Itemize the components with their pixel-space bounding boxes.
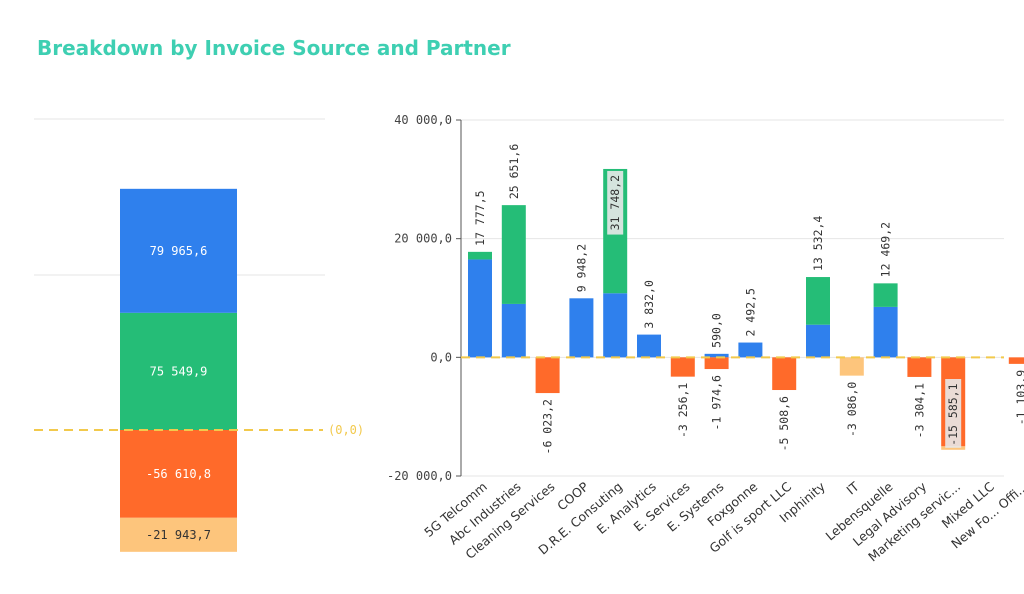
bar-segment[interactable] bbox=[941, 446, 966, 450]
summary-segment[interactable] bbox=[120, 517, 237, 552]
value-label: 13 532,4 bbox=[811, 216, 825, 271]
bar-segment[interactable] bbox=[468, 251, 492, 260]
bar-segment[interactable] bbox=[806, 324, 830, 358]
value-label-bg bbox=[945, 379, 962, 448]
value-label: -3 086,0 bbox=[845, 382, 859, 437]
value-label: -3 304,1 bbox=[912, 383, 926, 438]
summary-segment-label: -56 610,8 bbox=[146, 467, 211, 481]
value-label: -1 103,9 bbox=[1014, 370, 1024, 425]
bar-segment[interactable] bbox=[1008, 357, 1024, 364]
bar-segment[interactable] bbox=[569, 298, 594, 358]
bar-segment[interactable] bbox=[839, 357, 864, 376]
bar-segment[interactable] bbox=[501, 303, 526, 358]
value-label: -1 974,6 bbox=[710, 375, 724, 430]
bar-segment[interactable] bbox=[772, 357, 797, 391]
value-label: 9 948,2 bbox=[574, 244, 588, 292]
bar-segment[interactable] bbox=[603, 293, 628, 358]
value-label: 25 651,6 bbox=[507, 144, 521, 199]
bar-segment[interactable] bbox=[806, 277, 830, 325]
value-label: 590,0 bbox=[710, 313, 724, 348]
value-label-bg bbox=[607, 170, 624, 235]
bar-segment[interactable] bbox=[535, 357, 560, 394]
y-tick-label: 40 000,0 bbox=[394, 113, 452, 127]
bar-segment[interactable] bbox=[501, 205, 526, 304]
x-category-label: IT bbox=[843, 479, 862, 498]
y-tick-label: -20 000,0 bbox=[387, 469, 452, 483]
value-label: 2 492,5 bbox=[743, 288, 757, 336]
bar-segment[interactable] bbox=[637, 334, 661, 358]
summary-segment[interactable] bbox=[120, 188, 237, 313]
bar-segment[interactable] bbox=[873, 306, 898, 358]
value-label: -3 256,1 bbox=[676, 383, 690, 438]
bar-segment[interactable] bbox=[873, 283, 898, 307]
summary-segment[interactable] bbox=[120, 312, 237, 430]
summary-segment[interactable] bbox=[120, 430, 237, 518]
chart-title: Breakdown by Invoice Source and Partner bbox=[37, 36, 511, 60]
bar-segment[interactable] bbox=[738, 342, 763, 358]
bar-segment[interactable] bbox=[907, 357, 932, 377]
summary-reference-label: (0,0) bbox=[328, 423, 364, 437]
value-label: 3 832,0 bbox=[642, 280, 656, 329]
summary-segment-label: -21 943,7 bbox=[146, 528, 211, 542]
value-label: 17 777,5 bbox=[473, 190, 487, 245]
value-label: -5 508,6 bbox=[777, 396, 791, 451]
summary-segment-label: 75 549,9 bbox=[150, 364, 208, 378]
bar-segment[interactable] bbox=[670, 357, 695, 377]
summary-segment-label: 79 965,6 bbox=[150, 244, 208, 258]
value-label: 31 748,2 bbox=[608, 175, 622, 230]
value-label: -6 023,2 bbox=[541, 399, 555, 454]
bar-segment[interactable] bbox=[704, 357, 729, 370]
value-label: -15 585,1 bbox=[946, 383, 960, 445]
bar-segment[interactable] bbox=[468, 259, 492, 358]
value-label: 12 469,2 bbox=[879, 222, 893, 277]
y-tick-label: 20 000,0 bbox=[394, 232, 452, 246]
y-tick-label: 0,0 bbox=[430, 350, 452, 364]
bar-segment[interactable] bbox=[704, 353, 729, 358]
